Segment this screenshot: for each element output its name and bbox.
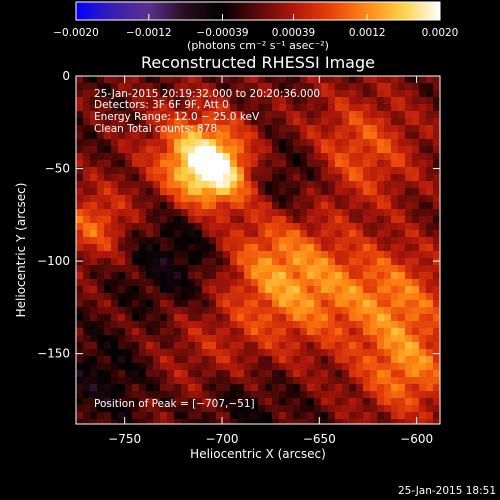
y-tick-label: −150 — [37, 347, 70, 361]
colorbar-ticks: −0.0020 −0.0012 −0.00039 0.00039 0.0012 0.002… — [53, 14, 458, 39]
y-tick-label: −100 — [37, 254, 70, 268]
x-axis-title: Heliocentric X (arcsec) — [190, 447, 326, 461]
colorbar-tick-label: −0.00039 — [196, 27, 248, 39]
colorbar-tick-label: 0.00039 — [272, 27, 315, 39]
chart-title: Reconstructed RHESSI Image — [141, 53, 375, 72]
x-tick-label: −700 — [206, 432, 239, 446]
x-tick-label: −750 — [108, 432, 141, 446]
annotation-clean-counts: Clean Total counts: 878. — [94, 123, 220, 135]
heatmap-image — [76, 76, 440, 424]
y-tick-label: −50 — [45, 162, 70, 176]
annotation-energy-range: Energy Range: 12.0 − 25.0 keV — [94, 111, 260, 123]
colorbar-unit-label: (photons cm⁻² s⁻¹ asec⁻²) — [187, 39, 329, 52]
colorbar-tick-label: 0.0020 — [422, 27, 459, 39]
footer-timestamp: 25-Jan-2015 18:51 — [398, 485, 496, 497]
y-axis-title: Heliocentric Y (arcsec) — [14, 183, 28, 318]
colorbar — [75, 1, 441, 21]
annotation-time-range: 25-Jan-2015 20:19:32.000 to 20:20:36.000 — [94, 88, 320, 100]
colorbar-tick-label: 0.0012 — [349, 27, 386, 39]
x-tick-label: −600 — [400, 432, 433, 446]
colorbar-tick-label: −0.0012 — [126, 27, 172, 39]
plot-frame — [75, 75, 441, 425]
annotation-detectors: Detectors: 3F 6F 9F, Att 0 — [94, 99, 229, 111]
y-tick-label: 0 — [62, 69, 70, 83]
axis-ticks: −750 −700 −650 −600 0 −50 −100 −150 — [37, 69, 440, 446]
peak-position-label: Position of Peak = [−707,−51] — [94, 398, 255, 410]
x-tick-label: −650 — [303, 432, 336, 446]
colorbar-tick-label: −0.0020 — [53, 27, 99, 39]
